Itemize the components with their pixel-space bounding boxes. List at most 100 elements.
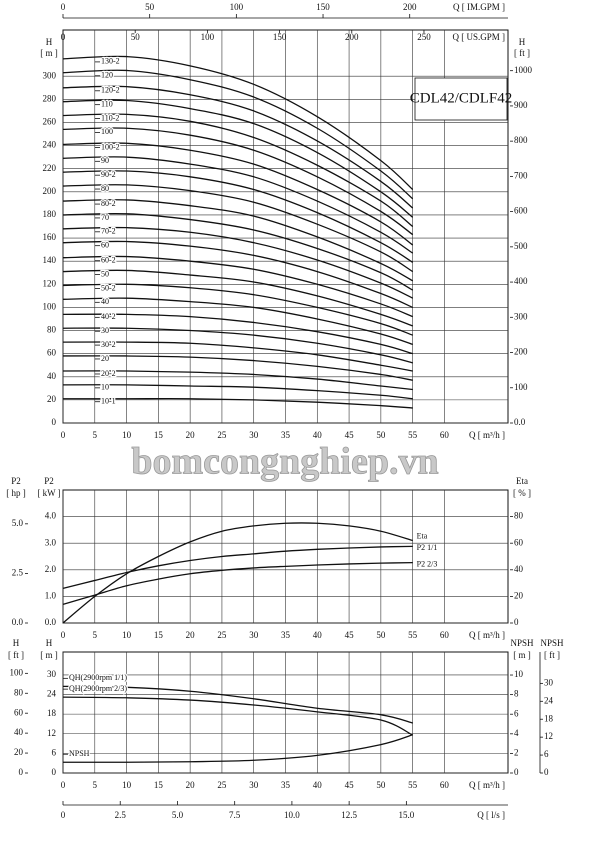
x-tick-label: 35	[281, 630, 291, 640]
x-tick-label: 100	[230, 2, 244, 12]
x-tick-label: 2.5	[115, 810, 127, 820]
axis-title: Q [ m³/h ]	[469, 780, 505, 790]
y-tick-label: 0	[19, 767, 24, 777]
x-tick-label: 50	[376, 630, 386, 640]
y-tick-label: 80	[514, 511, 524, 521]
x-tick-label: 10	[122, 630, 132, 640]
series-label: QH(2900rpm 1/1)	[69, 673, 127, 682]
axis-unit: [ kW ]	[37, 488, 60, 498]
curve	[62, 545, 413, 590]
y-tick-label: 40	[47, 371, 57, 381]
x-tick-label: 15	[154, 430, 164, 440]
curve	[62, 696, 413, 736]
y-tick-label: 0.0	[514, 417, 526, 427]
x-tick-label: 25	[217, 630, 227, 640]
x-tick-label: 55	[408, 780, 418, 790]
y-tick-label: 60	[47, 348, 57, 358]
y-tick-label: 160	[43, 232, 57, 242]
y-tick-label: 600	[514, 206, 528, 216]
x-tick-label: 0	[61, 32, 66, 42]
y-tick-label: 100	[10, 667, 24, 677]
series-label: 70-2	[101, 227, 116, 236]
curve	[62, 55, 414, 190]
series-label: 30	[101, 326, 109, 335]
curve	[62, 283, 413, 336]
axis-title: H	[519, 37, 526, 47]
axis-title: NPSH	[540, 638, 564, 648]
curve	[62, 85, 414, 209]
series-label: 30-2	[101, 340, 116, 349]
y-tick-label: 240	[43, 140, 57, 150]
series-label: P2 2/3	[417, 559, 438, 568]
y-tick-label: 120	[43, 278, 57, 288]
y-tick-label: 280	[43, 93, 57, 103]
y-tick-label: 30	[47, 669, 57, 679]
y-tick-label: 4	[514, 728, 519, 738]
x-tick-label: 40	[313, 780, 323, 790]
y-tick-label: 200	[514, 347, 528, 357]
y-tick-label: 1000	[514, 65, 533, 75]
y-tick-label: 140	[43, 255, 57, 265]
x-tick-label: 25	[217, 430, 227, 440]
axis-title: Q [ IM.GPM ]	[453, 2, 505, 12]
x-tick-label: 15	[154, 780, 164, 790]
x-tick-label: 0	[61, 780, 66, 790]
x-tick-label: 30	[249, 630, 259, 640]
curve	[62, 184, 413, 273]
x-tick-label: 45	[345, 780, 355, 790]
curve	[62, 156, 413, 254]
curve	[62, 199, 413, 282]
axis-title: Eta	[516, 476, 528, 486]
series-label: 60	[101, 241, 109, 250]
axis-title: P2	[44, 476, 54, 486]
series-label: 100-2	[101, 142, 120, 151]
x-tick-label: 10	[122, 780, 132, 790]
curve	[62, 370, 413, 391]
x-tick-label: 5.0	[172, 810, 184, 820]
y-tick-label: 4.0	[45, 511, 57, 521]
y-tick-label: 20	[14, 747, 24, 757]
x-tick-label: 50	[376, 780, 386, 790]
x-tick-label: 7.5	[229, 810, 241, 820]
x-tick-label: 15.0	[398, 810, 414, 820]
x-tick-label: 50	[131, 32, 141, 42]
axis-title: Q [ l/s ]	[477, 810, 505, 820]
y-tick-label: 20	[514, 590, 524, 600]
series-label: 80-2	[101, 199, 116, 208]
x-tick-label: 50	[145, 2, 155, 12]
y-tick-label: 20	[47, 394, 57, 404]
y-tick-label: 200	[43, 186, 57, 196]
x-tick-label: 100	[201, 32, 215, 42]
x-tick-label: 60	[440, 430, 450, 440]
x-tick-label: 150	[316, 2, 330, 12]
y-tick-label: 220	[43, 163, 57, 173]
curve	[62, 313, 413, 355]
x-tick-label: 5	[93, 780, 98, 790]
series-label: Eta	[417, 531, 428, 540]
axis-unit: [ hp ]	[6, 488, 26, 498]
axis-unit: [ m ]	[513, 650, 531, 660]
series-label: 10	[101, 383, 109, 392]
chart-title: CDL42/CDLF42	[410, 90, 513, 106]
axis-title: P2	[11, 476, 21, 486]
series-label: 60-2	[101, 256, 116, 265]
series-label: 10-1	[101, 397, 116, 406]
x-tick-label: 250	[417, 32, 431, 42]
x-tick-label: 150	[273, 32, 287, 42]
y-tick-label: 10	[514, 669, 524, 679]
model-box	[414, 77, 508, 121]
y-tick-label: 18	[47, 708, 57, 718]
series-label: QH(2900rpm 2/3)	[69, 684, 127, 693]
watermark: bomcongnghiep.vn	[131, 441, 438, 483]
y-tick-label: 0.0	[12, 617, 24, 627]
y-tick-label: 180	[43, 209, 57, 219]
y-tick-label: 800	[514, 135, 528, 145]
x-tick-label: 45	[345, 430, 355, 440]
axis-unit: [ ft ]	[8, 650, 24, 660]
y-tick-label: 700	[514, 170, 528, 180]
y-tick-label: 300	[514, 311, 528, 321]
series-label: 40	[101, 297, 109, 306]
axis-unit: [ m ]	[40, 650, 58, 660]
series-label: NPSH	[69, 749, 90, 758]
